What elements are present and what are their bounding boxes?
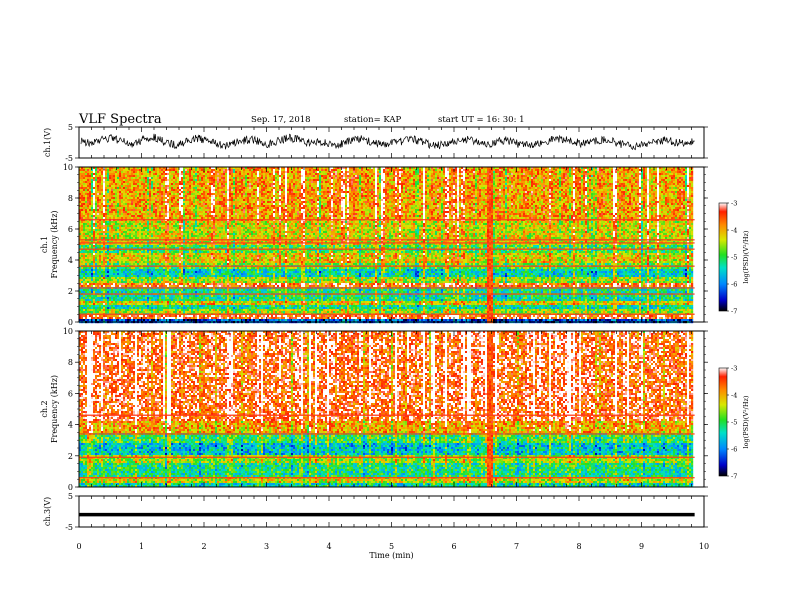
ch3-waveform-ytick-label: -5	[65, 523, 73, 532]
time-tick-label: 2	[201, 542, 206, 551]
start-time-label: start UT = 16: 30: 1	[438, 115, 525, 125]
ch1-spectrogram-ytick-label: 6	[68, 225, 73, 234]
ch1-spectrogram-ytick-label: 0	[68, 318, 73, 327]
ch1-spectrogram-colorbar-label: log(PSD)(V²/Hz)	[742, 230, 750, 283]
ch2-spectrogram-ytick-label: 2	[68, 452, 73, 461]
ch1-spectrogram-colorbar	[718, 202, 728, 312]
ch1-spectrogram-colorbar-tick: -4	[731, 227, 737, 235]
ch2-spectrogram-ytick-label: 4	[68, 421, 73, 430]
ch1-spectrogram-colorbar-tick: -6	[731, 281, 737, 289]
ch2-spectrogram-colorbar-tick: -5	[731, 419, 737, 427]
ch1-waveform-ytick-label: 5	[68, 123, 73, 132]
time-tick-label: 8	[576, 542, 581, 551]
time-tick-label: 3	[264, 542, 269, 551]
ch1-spectrogram-ytick-label: 8	[68, 194, 73, 203]
ch1-spectrogram-ytick-label: 4	[68, 256, 73, 265]
time-tick-label: 9	[639, 542, 644, 551]
time-tick-label: 6	[451, 542, 456, 551]
time-tick-label: 7	[514, 542, 519, 551]
time-tick-label: 4	[326, 542, 331, 551]
time-tick-label: 1	[139, 542, 144, 551]
station-label: station= KAP	[344, 115, 401, 125]
ch2-spectrogram-colorbar-tick: -3	[731, 365, 737, 373]
recording-date: Sep. 17, 2018	[251, 115, 311, 125]
time-tick-label: 0	[76, 542, 81, 551]
ch3-waveform-ytick-label: 5	[68, 492, 73, 501]
time-axis-label: Time (min)	[369, 551, 413, 560]
time-tick-label: 5	[389, 542, 394, 551]
chart-title: VLF Spectra	[79, 112, 162, 127]
ch1-spectrogram-colorbar-tick: -3	[731, 200, 737, 208]
ch2-spectrogram-ytick-label: 0	[68, 483, 73, 492]
ch2-spectrogram-ytick-label: 10	[63, 327, 73, 336]
time-tick-label: 10	[699, 542, 709, 551]
ch2-spectrogram-colorbar-label: log(PSD)(V²/Hz)	[742, 395, 750, 448]
ch2-spectrogram-ylabel-frequency: Frequency (kHz)	[50, 375, 59, 443]
ch1-waveform-ylabel: ch.1(V)	[43, 128, 52, 157]
ch1-waveform-line	[80, 133, 695, 151]
ch1-spectrogram-colorbar-tick: -5	[731, 254, 737, 262]
ch1-spectrogram-ylabel-frequency: Frequency (kHz)	[50, 210, 59, 278]
ch1-spectrogram-cells	[79, 167, 704, 324]
ch2-spectrogram-colorbar-tick: -6	[731, 446, 737, 454]
ch2-spectrogram-ytick-label: 8	[68, 358, 73, 367]
ch1-waveform-ytick-label: -5	[65, 154, 73, 163]
ch1-spectrogram-ytick-label: 2	[68, 287, 73, 296]
ch2-spectrogram-ylabel: ch.2	[40, 400, 49, 417]
ch3-waveform-ylabel: ch.3(V)	[43, 497, 52, 526]
ch2-spectrogram-colorbar-tick: -7	[731, 473, 737, 481]
ch1-spectrogram-colorbar-tick: -7	[731, 308, 737, 316]
ch1-spectrogram-ytick-label: 10	[63, 163, 73, 172]
ch1-spectrogram-ylabel: ch.1	[40, 236, 49, 253]
ch2-spectrogram-cells	[79, 331, 704, 488]
ch2-spectrogram-colorbar	[718, 367, 728, 477]
ch2-spectrogram-colorbar-tick: -4	[731, 392, 737, 400]
ch2-spectrogram-ytick-label: 6	[68, 389, 73, 398]
